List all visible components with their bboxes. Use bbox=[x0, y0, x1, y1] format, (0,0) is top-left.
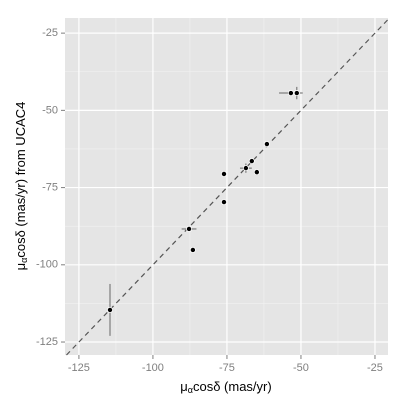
x-axis-title-part: cosδ (mas/yr) bbox=[193, 379, 272, 394]
x-tick-label: -100 bbox=[142, 362, 164, 374]
point bbox=[189, 246, 196, 253]
point bbox=[253, 169, 260, 176]
y-tick-label: -125 bbox=[36, 336, 58, 348]
x-axis-title: μαcosδ (mas/yr) bbox=[180, 379, 271, 395]
y-axis-title-part: μ bbox=[13, 263, 28, 271]
point bbox=[263, 141, 270, 148]
point bbox=[220, 199, 227, 206]
point bbox=[248, 158, 255, 165]
x-tick-label: -50 bbox=[293, 362, 309, 374]
x-tick-label: -125 bbox=[68, 362, 90, 374]
identity-line bbox=[66, 19, 389, 356]
point bbox=[220, 170, 227, 177]
y-tick-label: -75 bbox=[42, 181, 58, 193]
point bbox=[242, 165, 249, 172]
x-axis-title-part: α bbox=[188, 385, 193, 395]
y-axis-title: μαcosδ (mas/yr) from UCAC4 bbox=[13, 102, 29, 271]
y-tick-label: -50 bbox=[42, 104, 58, 116]
point bbox=[107, 306, 114, 313]
y-axis-title-part: α bbox=[19, 258, 29, 263]
point bbox=[293, 90, 300, 97]
point bbox=[287, 90, 294, 97]
x-tick-label: -75 bbox=[219, 362, 235, 374]
y-axis-title-part: cosδ (mas/yr) from UCAC4 bbox=[13, 102, 28, 258]
x-axis-title-part: μ bbox=[180, 379, 188, 394]
point bbox=[186, 225, 193, 232]
y-tick-label: -25 bbox=[42, 27, 58, 39]
x-tick-label: -25 bbox=[367, 362, 383, 374]
y-tick-label: -100 bbox=[36, 259, 58, 271]
